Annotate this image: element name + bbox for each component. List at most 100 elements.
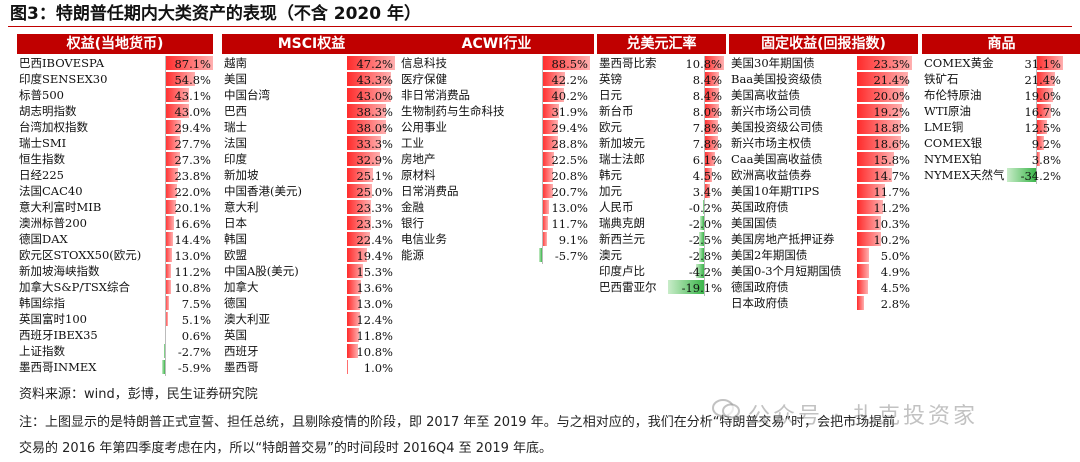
asset-name: 韩国 (224, 232, 247, 246)
return-value: 29.4% (174, 121, 211, 135)
return-value: 7.8% (692, 121, 722, 135)
bar-area: 13.6% (347, 280, 395, 295)
table-row: 公用事业 29.4% (399, 119, 595, 136)
table-row: 瑞士 38.0% (222, 119, 402, 135)
return-value: 54.8% (174, 73, 211, 87)
positive-bar (165, 264, 172, 278)
zero-axis (542, 136, 544, 152)
bar-area: 88.5% (539, 56, 590, 72)
positive-bar (165, 72, 196, 86)
return-value: 7.8% (692, 137, 722, 151)
asset-name: 新加坡 (224, 168, 259, 182)
asset-name: 澳大利亚 (224, 312, 270, 326)
column-4: 兑美元汇率 墨西哥比索 10.8% 英镑 8.4% 日元 8.4% 新台币 8.0% 欧元 7.8%… (597, 34, 727, 372)
bar-area: 28.8% (539, 136, 590, 152)
return-value: 19.4% (356, 249, 393, 263)
bar-area: 11.7% (539, 216, 590, 232)
table-row: 美国房地产抵押证券 10.2% (729, 231, 919, 247)
positive-bar (1036, 56, 1063, 70)
bar-area: 27.3% (162, 152, 213, 168)
table-row: 加元 3.4% (597, 183, 727, 200)
table-row: 工业 28.8% (399, 135, 595, 152)
bar-area: 9.2% (1007, 136, 1063, 152)
asset-name: 法国 (224, 136, 247, 150)
asset-name: 印度SENSEX30 (19, 72, 108, 86)
positive-bar (347, 168, 373, 182)
return-value: 8.0% (692, 105, 722, 119)
watermark: 公众号 · 扎克投资家 (748, 404, 978, 429)
bar-area: 5.0% (857, 248, 912, 263)
positive-bar (542, 136, 558, 150)
return-value: 25.1% (356, 169, 393, 183)
asset-name: 加元 (599, 184, 622, 198)
bar-area: 31.1% (1007, 56, 1063, 72)
return-value: 20.0% (873, 89, 910, 103)
positive-bar (542, 120, 558, 134)
zero-axis (542, 88, 544, 104)
positive-bar (1036, 88, 1053, 102)
return-value: -5.9% (177, 361, 211, 375)
positive-bar (542, 104, 560, 118)
zero-axis (703, 200, 705, 216)
asset-name: 原材料 (401, 168, 436, 182)
column-5: 固定收益(回报指数) 美国30年期国债 23.3% Baa美国投资级债 21.4% 美国高… (729, 34, 919, 372)
positive-bar (347, 88, 391, 102)
table-row: 印度SENSEX30 54.8% (17, 71, 214, 88)
asset-name: 巴西雷亚尔 (599, 280, 657, 294)
positive-bar (347, 104, 386, 118)
figure-title: 图3：特朗普任期内大类资产的表现（不含 2020 年） (10, 4, 421, 24)
asset-name: LME铜 (924, 120, 964, 134)
return-value: 38.0% (356, 121, 393, 135)
zero-axis (165, 136, 167, 152)
return-value: 11.2% (873, 201, 910, 215)
table-row: 欧元 7.8% (597, 119, 727, 136)
return-value: 29.4% (551, 121, 588, 135)
table-row: 澳洲标普200 16.6% (17, 215, 214, 232)
positive-bar (857, 88, 905, 102)
asset-name: 澳元 (599, 248, 622, 262)
column-2: MSCI权益 越南 47.2% 美国 43.3% 中国台湾 43.0% 巴西 38.3% 瑞士 38… (222, 34, 402, 375)
positive-bar (542, 88, 564, 102)
column-header: 兑美元汇率 (597, 34, 727, 54)
return-value: 14.4% (174, 233, 211, 247)
table-row: 瑞典克朗 -2.0% (597, 215, 727, 232)
return-value: 23.3% (873, 57, 910, 71)
positive-bar (1036, 72, 1055, 86)
return-value: -19.1% (681, 281, 722, 295)
return-value: 11.2% (174, 265, 211, 279)
bar-area: 38.0% (347, 120, 395, 135)
asset-name: 新西兰元 (599, 232, 645, 246)
asset-name: 澳洲标普200 (19, 216, 87, 230)
bar-area: 10.8% (668, 56, 724, 72)
table-row: 欧元区STOXX50(欧元) 13.0% (17, 247, 214, 264)
asset-name: WTI原油 (924, 104, 972, 118)
bar-area: 38.3% (347, 104, 395, 119)
bar-area: 4.5% (857, 280, 912, 295)
positive-bar (542, 168, 554, 182)
return-value: 20.7% (551, 185, 588, 199)
asset-name: 能源 (401, 248, 424, 262)
table-row: 金融 13.0% (399, 199, 595, 216)
table-row: 德国政府债 4.5% (729, 279, 919, 295)
bar-area: 4.9% (857, 264, 912, 279)
bar-area: 20.1% (162, 200, 213, 216)
table-row: 原材料 20.8% (399, 167, 595, 184)
table-row: 美国0-3个月短期国债 4.9% (729, 263, 919, 279)
bar-area: 25.1% (347, 168, 395, 183)
positive-bar (347, 136, 381, 150)
bar-area: -2.8% (668, 248, 724, 264)
asset-name: 墨西哥INMEX (19, 360, 97, 374)
positive-bar (542, 152, 555, 166)
return-value: 16.7% (1024, 105, 1061, 119)
positive-bar (857, 264, 869, 278)
bar-area: 87.1% (162, 56, 213, 72)
positive-bar (347, 312, 360, 326)
column-header: 权益(当地货币) (17, 34, 214, 54)
return-value: 10.8% (174, 281, 211, 295)
return-value: 11.7% (551, 217, 588, 231)
positive-bar (347, 152, 381, 166)
bar-area: 7.8% (668, 136, 724, 152)
bar-area: 54.8% (162, 72, 213, 88)
table-row: 房地产 22.5% (399, 151, 595, 168)
bar-area: 15.3% (347, 264, 395, 279)
